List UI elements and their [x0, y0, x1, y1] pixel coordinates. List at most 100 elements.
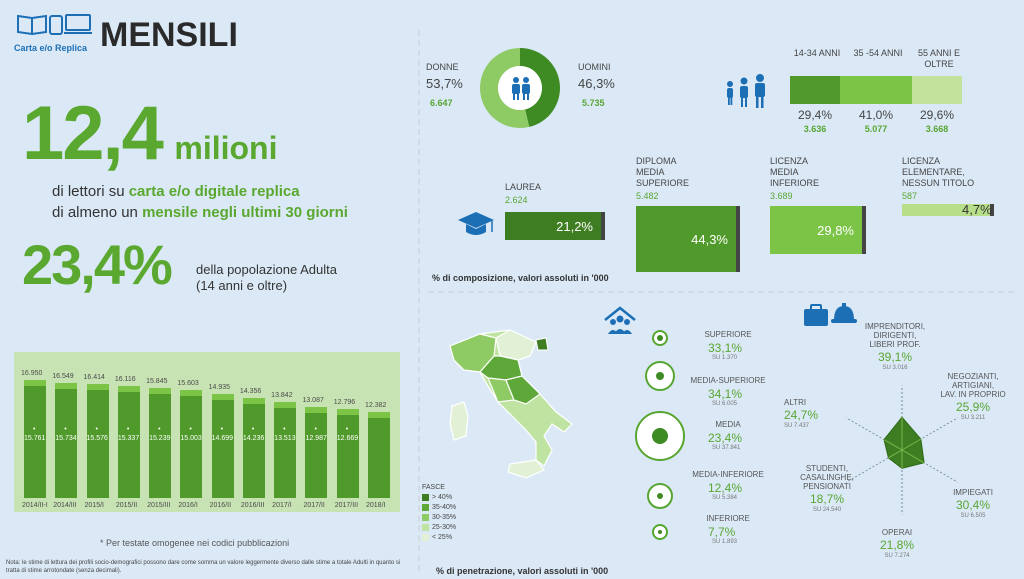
- profession-label: LIBERI PROF.: [869, 340, 921, 349]
- profession-pct: 25,9%: [955, 400, 991, 414]
- trend-bar-marker: •: [158, 426, 161, 433]
- penetration-circle: [652, 330, 668, 346]
- trend-x-label: 2014/II-I: [22, 502, 48, 509]
- trend-bar-marker: •: [251, 426, 255, 433]
- radar-axis: [901, 417, 959, 451]
- fasce-swatch: [422, 513, 429, 521]
- profession-abs: SU 6.505: [960, 513, 986, 519]
- trend-bar-marker: •: [283, 426, 286, 433]
- trend-bar-marker: •: [189, 426, 192, 433]
- profession-label: ARTIGIANI,: [951, 381, 995, 390]
- trend-bar: [24, 380, 46, 498]
- penetration-pct: 23,4%: [708, 431, 743, 445]
- education-title: LICENZA: [770, 156, 809, 166]
- page-title: MENSILI: [100, 16, 238, 54]
- education-title: MEDIA: [770, 167, 799, 177]
- profession-label: DIRIGENTI,: [873, 331, 917, 340]
- trend-bar-value: 13.087: [302, 397, 324, 405]
- trend-x-label: 2017/II: [303, 502, 325, 509]
- penetration-abs: SU 5.384: [712, 495, 738, 501]
- education-title: INFERIORE: [770, 178, 820, 188]
- age-pct: 29,4%: [797, 108, 833, 122]
- profession-abs: SU 3.211: [960, 415, 986, 421]
- trend-x-label: 2016/II: [209, 502, 232, 509]
- gender-male-abs: 5.735: [582, 98, 605, 108]
- penetration-circle: [645, 361, 675, 391]
- age-label: 55 ANNI E OLTRE: [917, 48, 961, 69]
- penetration-circle: [647, 483, 673, 509]
- age-bar: [790, 76, 840, 104]
- profession-abs: SU 7.274: [884, 553, 910, 559]
- family-icon: [722, 74, 770, 113]
- professions-radar: [845, 385, 959, 515]
- trend-bar-value: 14.356: [239, 388, 262, 396]
- education-title: MEDIA: [636, 167, 665, 177]
- trend-bar-value: 14.935: [208, 384, 231, 392]
- education-bar: 29,8%: [770, 206, 866, 254]
- profession-label: STUDENTI,: [805, 464, 849, 473]
- trend-bar: [305, 407, 328, 498]
- penetration-label: MEDIA-SUPERIORE: [690, 376, 766, 385]
- profession-label: PENSIONATI: [803, 482, 851, 491]
- trend-bar-value: 13.842: [271, 391, 293, 399]
- trend-x-label: 2015/II: [115, 502, 138, 509]
- profession-label: IMPRENDITORI,: [864, 322, 926, 331]
- gender-female-label: DONNE: [426, 62, 459, 72]
- education-abs: 587: [902, 191, 918, 201]
- profession-abs: SU 3.016: [882, 365, 908, 371]
- education-abs: 2.624: [505, 195, 528, 205]
- fasce-label: 30-35%: [432, 513, 457, 521]
- trend-bar-inner-value: 14.699: [211, 435, 234, 442]
- gender-male-pct: 46,3%: [578, 76, 615, 91]
- trend-bar: [86, 384, 109, 498]
- trend-x-label: 2015/I: [84, 502, 104, 509]
- profession-label: IMPIEGATI: [953, 488, 993, 497]
- profession-pct: 24,7%: [784, 408, 819, 422]
- penetration-pct: 12,4%: [708, 481, 743, 495]
- composition-caption: % di composizione, valori assoluti in '0…: [432, 273, 609, 283]
- penetration-abs: SU 6.005: [712, 401, 738, 407]
- fasce-item: 25-30%: [422, 522, 456, 532]
- trend-bar: [274, 401, 297, 498]
- trend-bar-value: 16.414: [83, 374, 105, 381]
- donut-male-slice: [520, 48, 561, 127]
- trend-bar-value: 15.845: [146, 377, 168, 385]
- education-title: NESSUN TITOLO: [902, 178, 975, 188]
- education-title: ELEMENTARE,: [902, 167, 965, 177]
- profession-label: CASALINGHE,: [800, 473, 854, 482]
- trend-bar-cap: [211, 394, 234, 401]
- trend-bar: [55, 383, 78, 498]
- briefcase-icon: [802, 302, 830, 333]
- readers-millions: 12,4: [22, 91, 164, 176]
- gender-female-abs: 6.647: [430, 98, 453, 108]
- radar-spoke: [888, 449, 903, 459]
- section-divider-vertical: [418, 30, 420, 571]
- age-bar: [840, 76, 912, 104]
- trend-bar-value: 16.950: [21, 370, 43, 378]
- fasce-label: > 40%: [432, 493, 453, 501]
- age-bar: [912, 76, 962, 104]
- trend-bar: [211, 394, 234, 498]
- trend-bar-cap: [368, 412, 390, 418]
- trend-bar-inner-value: 15.734: [55, 435, 77, 442]
- trend-x-label: 2018/I: [366, 502, 386, 509]
- profession-pct: 30,4%: [955, 498, 991, 512]
- trend-bar-marker: •: [126, 426, 130, 433]
- radar-spoke: [883, 439, 903, 451]
- fasce-item: 35-40%: [422, 502, 456, 512]
- fasce-item: 30-35%: [422, 512, 456, 522]
- trend-bar: [336, 409, 359, 498]
- penetration-label: MEDIA-INFERIORE: [692, 470, 764, 479]
- devices-icon: [17, 14, 92, 36]
- penetration-pct: 7,7%: [708, 525, 736, 539]
- penetration-circle-core: [658, 530, 662, 534]
- radar-axis: [845, 449, 903, 483]
- radar-axis: [845, 417, 903, 451]
- trend-bar-value: 15.603: [177, 379, 199, 387]
- trend-bar: [149, 387, 172, 498]
- headline-line-2: di almeno un mensile negli ultimi 30 gio…: [52, 204, 348, 221]
- profession-abs: SU 7.437: [784, 423, 810, 429]
- trend-bar-cap: [180, 389, 203, 396]
- trend-bar-inner-value: 15.576: [86, 435, 108, 442]
- fasce-item: > 40%: [422, 492, 456, 502]
